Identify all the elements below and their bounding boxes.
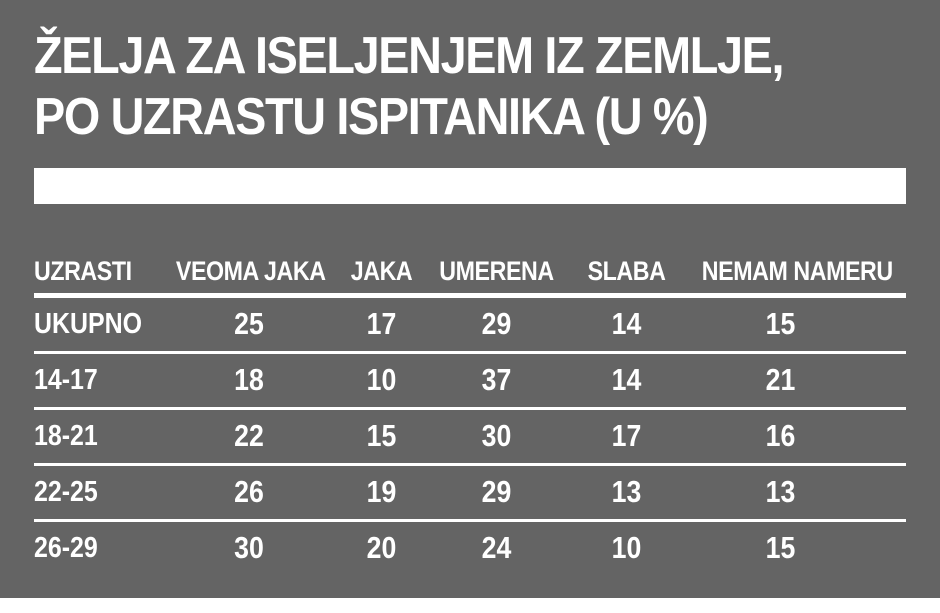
row-label: 18-21 (34, 419, 98, 452)
row-divider (34, 350, 906, 354)
table-cell: 14 (611, 306, 642, 342)
table-row-22-25: 22-25 26 19 29 13 13 (34, 466, 906, 519)
table-cell: 18 (234, 362, 264, 398)
content-area: ŽELJA ZA ISELJENJEM IZ ZEMLJE, PO UZRAST… (34, 26, 906, 575)
table-cell: 10 (611, 530, 642, 566)
table-cell: 25 (234, 306, 264, 342)
table-cell: 17 (611, 418, 642, 454)
row-label: 26-29 (34, 531, 98, 564)
table-header-row: UZRASTI VEOMA JAKA JAKA UMERENA SLABA NE… (34, 254, 906, 290)
table-cell: 22 (234, 418, 264, 454)
header-cell-veoma-jaka: VEOMA JAKA (175, 256, 326, 287)
table-cell: 29 (481, 306, 512, 342)
table-cell: 15 (765, 306, 796, 342)
table-cell: 13 (611, 474, 642, 510)
bottom-bar (0, 598, 940, 613)
header-cell-nemam-nameru: NEMAM NAMERU (701, 256, 893, 287)
table-cell: 21 (765, 362, 796, 398)
table-cell: 15 (765, 530, 796, 566)
header-cell-uzrasti: UZRASTI (34, 256, 132, 287)
table-row-26-29: 26-29 30 20 24 10 15 (34, 522, 906, 575)
header-cell-umerena: UMERENA (439, 256, 554, 287)
table-cell: 30 (481, 418, 512, 454)
table-cell: 13 (765, 474, 796, 510)
table-row-14-17: 14-17 18 10 37 14 21 (34, 354, 906, 407)
table-row-ukupno: UKUPNO 25 17 29 14 15 (34, 298, 906, 351)
header-cell-jaka: JAKA (350, 256, 413, 287)
table-cell: 14 (611, 362, 642, 398)
table-cell: 30 (234, 530, 264, 566)
header-divider (34, 292, 906, 298)
table-cell: 20 (366, 530, 397, 566)
row-label: UKUPNO (34, 307, 143, 340)
title-line-1: ŽELJA ZA ISELJENJEM IZ ZEMLJE, (34, 27, 784, 85)
table-cell: 26 (234, 474, 264, 510)
row-label: 22-25 (34, 475, 98, 508)
table-cell: 19 (366, 474, 397, 510)
title-line-2: PO UZRASTU ISPITANIKA (U %) (34, 87, 709, 146)
table-cell: 24 (481, 530, 512, 566)
row-divider (34, 462, 906, 466)
table-cell: 37 (481, 362, 512, 398)
table-row-18-21: 18-21 22 15 30 17 16 (34, 410, 906, 463)
row-label: 14-17 (34, 363, 98, 396)
table-cell: 10 (366, 362, 397, 398)
page-title: ŽELJA ZA ISELJENJEM IZ ZEMLJE, PO UZRAST… (34, 26, 906, 148)
title-underline-bar (34, 167, 906, 204)
row-divider (34, 406, 906, 410)
row-divider (34, 518, 906, 522)
table-cell: 16 (765, 418, 796, 454)
table-cell: 17 (366, 306, 397, 342)
table-cell: 29 (481, 474, 512, 510)
table-cell: 15 (366, 418, 397, 454)
header-cell-slaba: SLABA (587, 256, 666, 287)
